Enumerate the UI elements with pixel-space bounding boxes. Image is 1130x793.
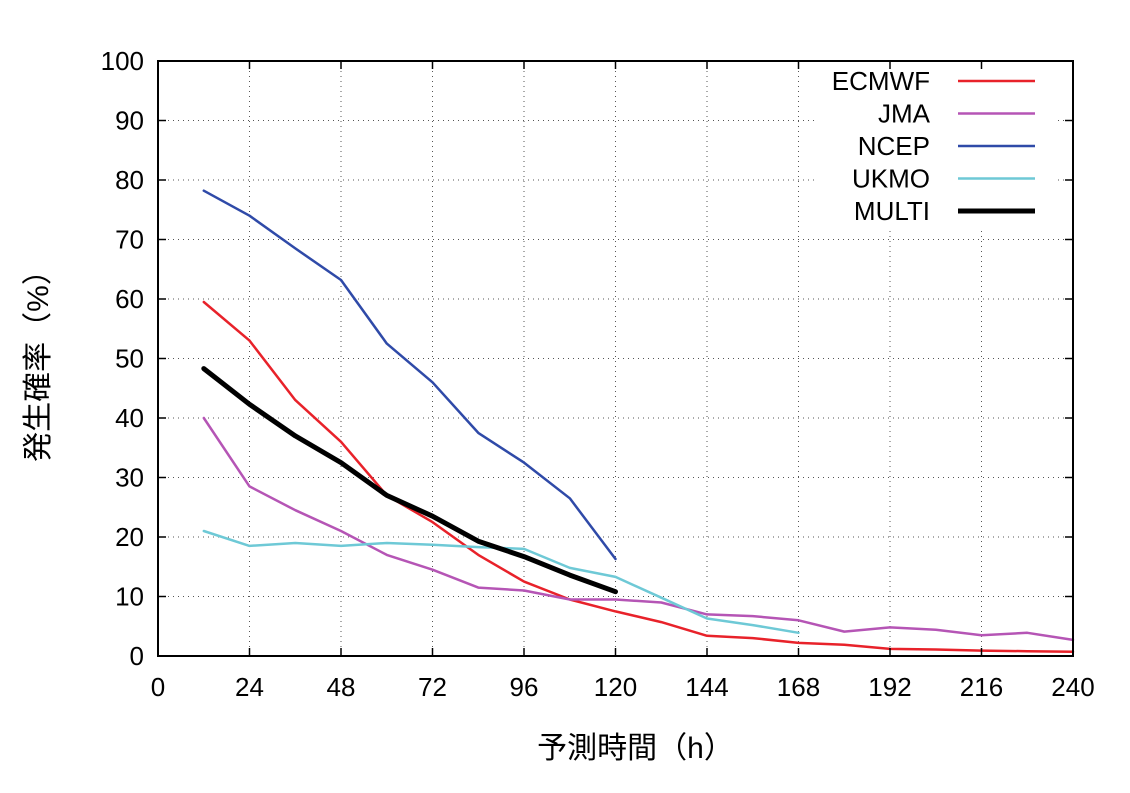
y-tick-label: 100 <box>101 46 144 76</box>
x-tick-label: 0 <box>151 672 165 702</box>
x-tick-label: 96 <box>510 672 539 702</box>
y-tick-label: 0 <box>130 641 144 671</box>
series-layer <box>201 189 1075 654</box>
y-tick-label: 70 <box>115 225 144 255</box>
series-line-ecmwf <box>202 300 1075 654</box>
x-tick-label: 240 <box>1051 672 1094 702</box>
y-tick-label: 10 <box>115 582 144 612</box>
y-tick-label: 20 <box>115 522 144 552</box>
x-tick-label: 168 <box>777 672 820 702</box>
y-tick-label: 90 <box>115 106 144 136</box>
x-tick-label: 192 <box>868 672 911 702</box>
legend-label-ecmwf: ECMWF <box>832 66 930 96</box>
y-axis-label: 発生確率（%） <box>22 255 55 462</box>
y-tick-label: 30 <box>115 463 144 493</box>
y-tick-label: 50 <box>115 344 144 374</box>
x-tick-label: 48 <box>327 672 356 702</box>
x-tick-label: 144 <box>685 672 728 702</box>
series-line-jma <box>202 416 1075 642</box>
y-tick-label: 60 <box>115 284 144 314</box>
x-tick-label: 216 <box>960 672 1003 702</box>
legend-label-jma: JMA <box>878 99 931 129</box>
legend-label-ukmo: UKMO <box>852 164 930 194</box>
x-tick-label: 120 <box>594 672 637 702</box>
x-tick-label: 24 <box>235 672 264 702</box>
series-line-multi <box>201 366 618 595</box>
series-line-ncep <box>202 189 617 561</box>
legend-label-ncep: NCEP <box>858 131 930 161</box>
y-axis-ticks: 0 10 20 30 40 50 60 70 80 90 100 <box>101 46 1073 671</box>
x-axis-ticks: 0 24 48 72 96 120 144 168 192 216 240 <box>151 61 1095 702</box>
x-tick-label: 72 <box>418 672 447 702</box>
y-tick-label: 80 <box>115 165 144 195</box>
y-tick-label: 40 <box>115 403 144 433</box>
x-axis-label: 予測時間（h） <box>537 732 734 765</box>
legend-label-multi: MULTI <box>854 196 930 226</box>
